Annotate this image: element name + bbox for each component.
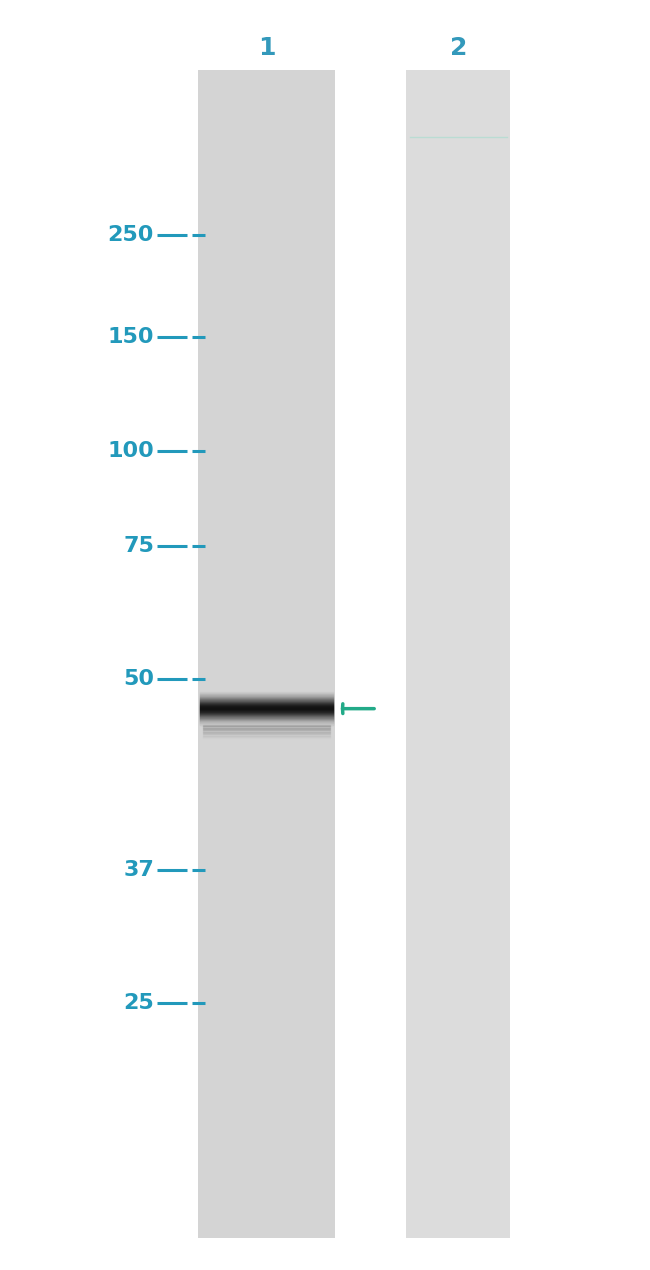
Text: 37: 37 bbox=[123, 860, 154, 880]
Text: 25: 25 bbox=[124, 993, 154, 1013]
Bar bbox=[198, 70, 335, 1238]
Text: 100: 100 bbox=[107, 441, 154, 461]
Text: 1: 1 bbox=[258, 37, 275, 60]
Bar bbox=[406, 70, 510, 1238]
Text: 2: 2 bbox=[450, 37, 467, 60]
Text: 250: 250 bbox=[108, 225, 154, 245]
Text: 75: 75 bbox=[123, 536, 154, 556]
Text: 50: 50 bbox=[123, 669, 154, 690]
Text: 150: 150 bbox=[107, 326, 154, 347]
